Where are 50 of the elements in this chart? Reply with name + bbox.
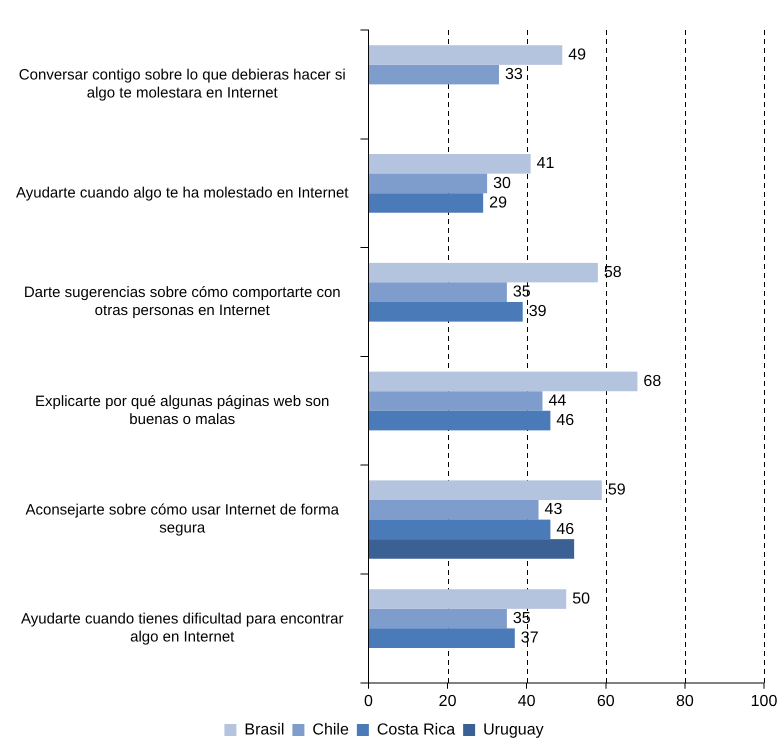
y-tick-label: Aconsejarte sobre cómo usar Internet de forma segura xyxy=(25,502,340,537)
y-tick-label: Ayudarte cuando algo te ha molestado en Internet xyxy=(16,184,350,202)
data-label: 43 xyxy=(544,501,562,518)
bar xyxy=(368,262,598,282)
bar xyxy=(368,410,550,430)
data-label: 59 xyxy=(608,482,626,499)
data-label: 39 xyxy=(528,303,547,320)
bar xyxy=(368,45,562,65)
bar xyxy=(368,174,488,194)
legend-label: Costa Rica xyxy=(376,721,456,738)
bar xyxy=(368,500,539,520)
data-label: 44 xyxy=(548,392,566,410)
data-label: 35 xyxy=(512,284,531,301)
data-label: 30 xyxy=(493,174,512,192)
x-tick-label: 40 xyxy=(518,692,536,710)
data-label: 35 xyxy=(512,610,531,628)
x-tick-label: 0 xyxy=(364,692,374,710)
bar xyxy=(368,64,499,84)
bar xyxy=(368,391,542,411)
y-tick-label: Darte sugerencias sobre cómo comportarte con otras personas en Internet xyxy=(24,284,341,320)
bar xyxy=(368,589,566,609)
x-tick-label: 100 xyxy=(750,692,778,710)
bar xyxy=(368,520,550,540)
data-label: 29 xyxy=(489,194,508,212)
y-tick-label: Explicarte por qué algunas páginas web son buenas o malas xyxy=(35,392,330,428)
legend-label: Chile xyxy=(312,721,349,738)
x-tick-label: 20 xyxy=(438,692,457,710)
bar xyxy=(368,608,507,628)
bar xyxy=(368,480,602,500)
bar xyxy=(368,193,484,213)
bar xyxy=(368,282,507,302)
y-tick-label: Ayudarte cuando tienes dificultad para encontrar algo en Internet xyxy=(21,610,344,646)
bar xyxy=(368,154,531,174)
legend-label: Uruguay xyxy=(483,721,544,738)
data-label: 50 xyxy=(572,590,590,608)
x-tick-label: 60 xyxy=(596,692,615,710)
y-tick-label: Conversar contigo sobre lo que debieras hacer si algo te molestara en Internet xyxy=(18,66,346,102)
bar xyxy=(368,539,574,559)
data-label: 33 xyxy=(504,66,523,84)
bar xyxy=(368,628,515,648)
data-label: 46 xyxy=(556,520,574,538)
legend-label: Brasil xyxy=(244,721,284,738)
bar xyxy=(368,372,638,392)
data-label: 46 xyxy=(556,412,574,429)
data-label: 58 xyxy=(604,264,622,282)
data-label: 49 xyxy=(568,46,586,64)
data-label: 68 xyxy=(643,372,662,390)
x-tick-label: 80 xyxy=(676,692,694,710)
data-label: 41 xyxy=(536,155,555,172)
bar xyxy=(368,302,523,322)
